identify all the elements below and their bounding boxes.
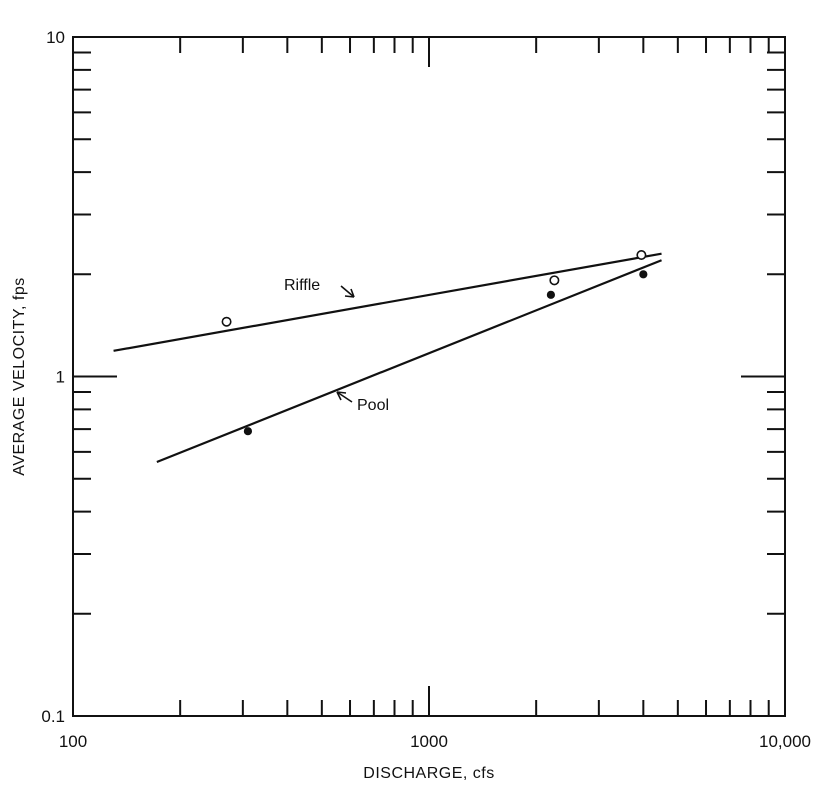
y-axis-title: AVERAGE VELOCITY, fps xyxy=(11,277,28,475)
pool-arrowhead xyxy=(336,391,347,401)
plot-border xyxy=(72,36,786,717)
data-point-pool xyxy=(546,290,556,299)
data-points-group xyxy=(221,249,648,436)
fit-line-pool xyxy=(156,259,662,464)
riffle-arrow xyxy=(340,285,355,298)
riffle-arrowhead xyxy=(344,288,355,298)
x-tick-label: 1000 xyxy=(410,732,448,751)
tick-marks-group xyxy=(73,37,785,716)
y-tick-label: 1 xyxy=(56,368,65,387)
x-axis-title: DISCHARGE, cfs xyxy=(363,765,494,782)
data-point-pool xyxy=(243,427,253,436)
data-point-riffle xyxy=(549,275,560,286)
data-point-pool xyxy=(639,270,648,279)
x-tick-label: 10,000 xyxy=(759,732,811,751)
data-point-riffle xyxy=(221,316,232,327)
x-tick-label: 100 xyxy=(59,732,87,751)
data-point-riffle xyxy=(636,249,647,260)
pool-arrow xyxy=(336,391,353,403)
series-label-riffle: Riffle xyxy=(284,277,320,294)
labels-group: 100 1000 10,000 0.1 1 10 DISCHARGE, cfs AVERAGE… xyxy=(11,28,811,782)
y-tick-label: 10 xyxy=(46,28,65,47)
fit-lines-group xyxy=(113,252,662,464)
fit-line-riffle xyxy=(113,252,662,352)
series-label-pool: Pool xyxy=(357,397,389,414)
plot-frame-group xyxy=(72,36,786,717)
y-tick-label: 0.1 xyxy=(41,707,65,726)
